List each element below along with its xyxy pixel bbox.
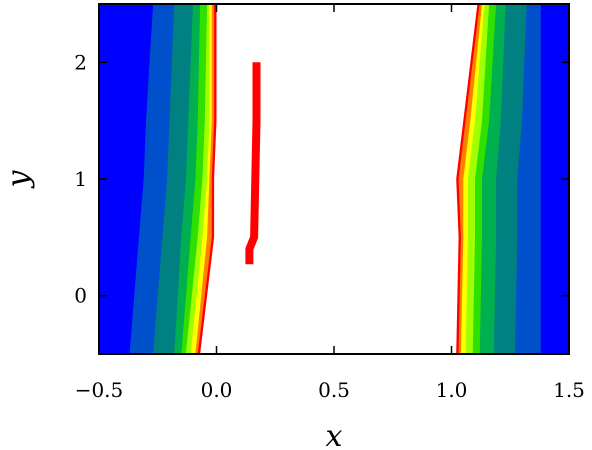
x-axis-label: x xyxy=(326,419,343,450)
x-tick-label: −0.5 xyxy=(75,378,124,402)
x-tick-label: 0.5 xyxy=(318,378,350,402)
x-tick-label: 0.0 xyxy=(201,378,233,402)
y-tick-label: 2 xyxy=(74,50,87,74)
x-tick-label: 1.0 xyxy=(436,378,468,402)
y-axis-label: y xyxy=(1,169,36,189)
left-contour-band-1 xyxy=(99,4,154,354)
y-tick-label: 0 xyxy=(74,284,87,308)
right-contour-band-1 xyxy=(540,4,569,354)
interior-curve xyxy=(245,62,261,265)
x-tick-label: 1.5 xyxy=(553,378,585,402)
y-tick-label: 1 xyxy=(74,167,87,191)
